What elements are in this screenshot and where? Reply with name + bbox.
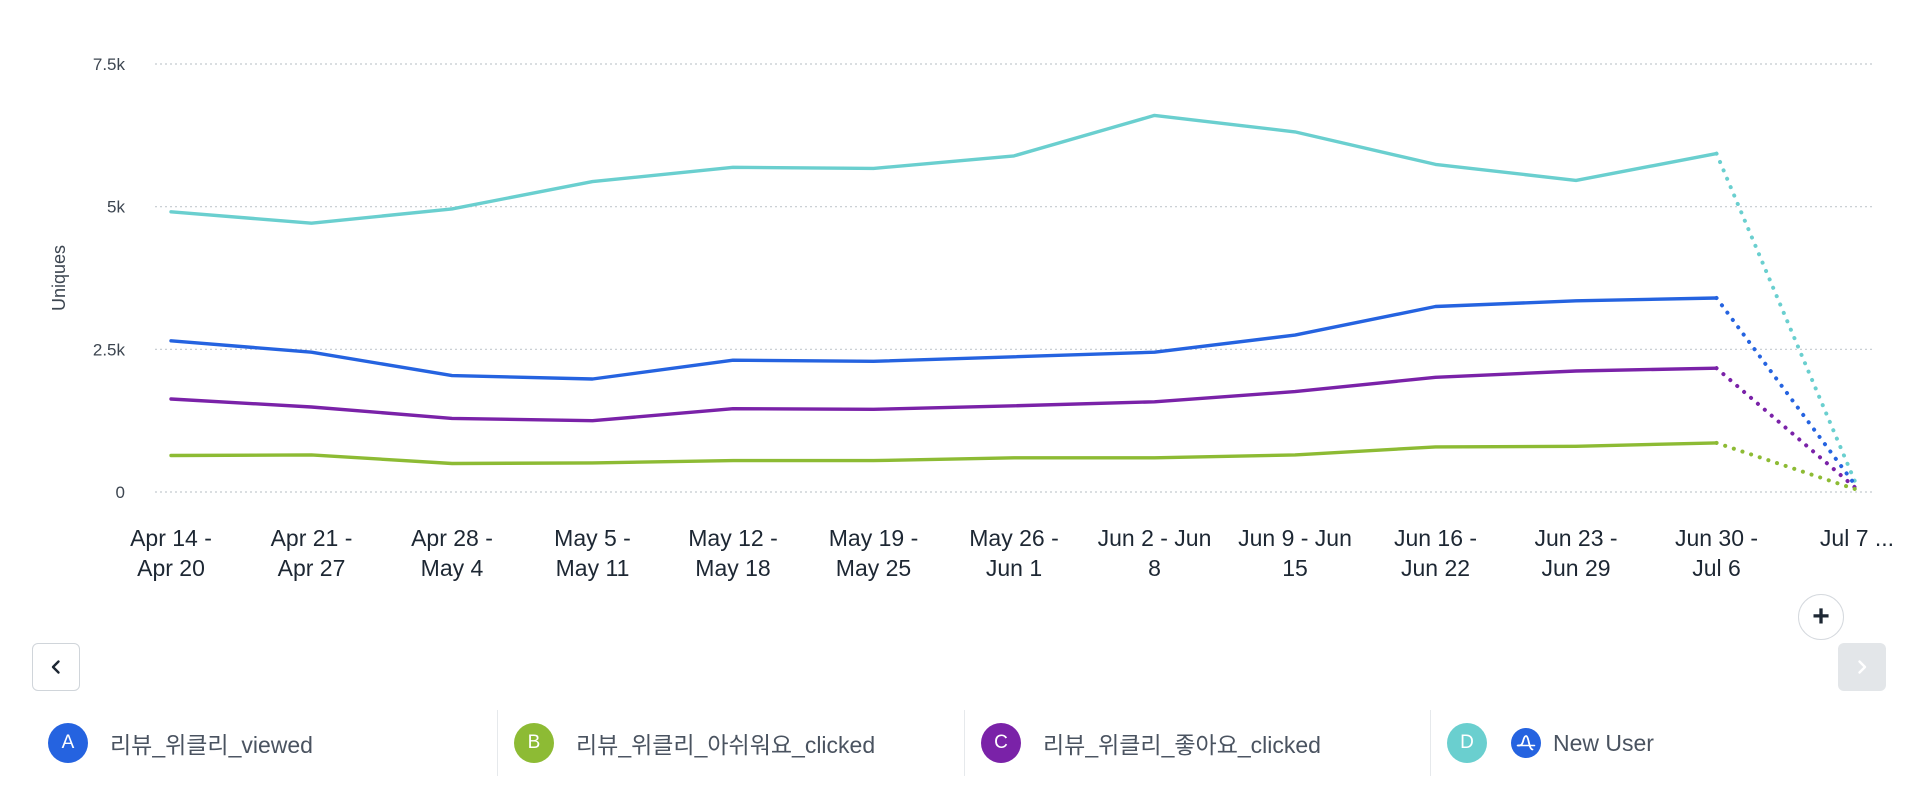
y-tick-label: 0 xyxy=(116,483,125,502)
x-tick-label: Jun 29 xyxy=(1541,555,1610,581)
series-line xyxy=(169,113,1719,225)
chevron-left-icon xyxy=(51,660,60,674)
series-incomplete-segment xyxy=(1714,151,1859,489)
x-tick-label: Jul 6 xyxy=(1692,555,1741,581)
series-incomplete-segment xyxy=(1714,440,1859,492)
x-tick-label: Jul 7 ... xyxy=(1820,525,1894,551)
x-tick-label: Jun 30 - xyxy=(1675,525,1758,551)
grid-lines xyxy=(155,63,1872,493)
series-line xyxy=(169,441,1719,466)
y-tick-label: 5k xyxy=(107,198,125,217)
x-tick-label: Jun 23 - xyxy=(1534,525,1617,551)
x-tick-label: Apr 14 - xyxy=(130,525,212,551)
x-tick-label: Jun 2 - Jun xyxy=(1098,525,1212,551)
legend-prev-button[interactable] xyxy=(32,643,80,691)
x-tick-label: May 4 xyxy=(421,555,484,581)
x-tick-label: Jun 22 xyxy=(1401,555,1470,581)
y-axis-title: Uniques xyxy=(49,245,69,311)
series-incomplete-segment xyxy=(1714,295,1859,490)
x-tick-label: May 12 - xyxy=(688,525,777,551)
series-line xyxy=(169,296,1719,381)
series-label: 리뷰_위클리_viewed xyxy=(110,732,313,758)
series-incomplete-segment xyxy=(1714,366,1859,492)
x-tick-label: May 19 - xyxy=(829,525,918,551)
x-tick-label: Jun 1 xyxy=(986,555,1042,581)
x-tick-label: Jun 9 - Jun xyxy=(1238,525,1352,551)
series-badge: B xyxy=(514,723,554,763)
y-tick-label: 2.5k xyxy=(93,340,126,359)
legend-item-d[interactable]: D New User xyxy=(1447,710,1654,776)
legend-divider xyxy=(1430,710,1431,776)
amplitude-logo-icon xyxy=(1511,728,1541,758)
series-label: 리뷰_위클리_좋아요_clicked xyxy=(1043,732,1321,758)
x-tick-label: May 25 xyxy=(836,555,911,581)
series-line xyxy=(169,366,1719,423)
series-badge: A xyxy=(48,723,88,763)
x-tick-label: May 26 - xyxy=(969,525,1058,551)
x-axis-ticks: Apr 14 - Apr 20 Apr 21 - Apr 27 Apr 28 - May … xyxy=(130,525,1894,581)
series-badge: D xyxy=(1447,723,1487,763)
x-tick-label: May 18 xyxy=(695,555,770,581)
legend-item-a[interactable]: A 리뷰_위클리_viewed xyxy=(48,710,313,776)
x-tick-label: Jun 16 - xyxy=(1394,525,1477,551)
legend-item-c[interactable]: C 리뷰_위클리_좋아요_clicked xyxy=(981,710,1321,776)
legend-divider xyxy=(497,710,498,776)
legend: A 리뷰_위클리_viewed B 리뷰_위클리_아쉬워요_clicked C … xyxy=(0,710,1910,776)
x-tick-label: Apr 27 xyxy=(278,555,346,581)
series-label: 리뷰_위클리_아쉬워요_clicked xyxy=(576,732,876,758)
plus-icon: + xyxy=(1812,600,1830,633)
x-tick-label: Apr 28 - xyxy=(411,525,493,551)
x-tick-label: Apr 20 xyxy=(137,555,205,581)
y-axis-ticks: 0 2.5k 5k 7.5k xyxy=(93,55,126,502)
series-badge: C xyxy=(981,723,1021,763)
series-label: New User xyxy=(1553,729,1654,756)
line-chart: 0 2.5k 5k 7.5k Uniques Apr 14 - Apr 20 Apr 21… xyxy=(49,55,1894,581)
add-annotation-button[interactable]: + xyxy=(1798,594,1844,640)
x-tick-label: May 5 - xyxy=(554,525,631,551)
x-tick-label: Apr 21 - xyxy=(271,525,353,551)
x-tick-label: May 11 xyxy=(556,555,630,581)
legend-divider xyxy=(964,710,965,776)
x-tick-label: 15 xyxy=(1282,555,1308,581)
y-tick-label: 7.5k xyxy=(93,55,126,74)
legend-item-b[interactable]: B 리뷰_위클리_아쉬워요_clicked xyxy=(514,710,875,776)
series-lines xyxy=(169,113,1859,492)
chevron-right-icon xyxy=(1858,660,1867,674)
x-tick-label: 8 xyxy=(1148,555,1161,581)
legend-next-button[interactable] xyxy=(1838,643,1886,691)
